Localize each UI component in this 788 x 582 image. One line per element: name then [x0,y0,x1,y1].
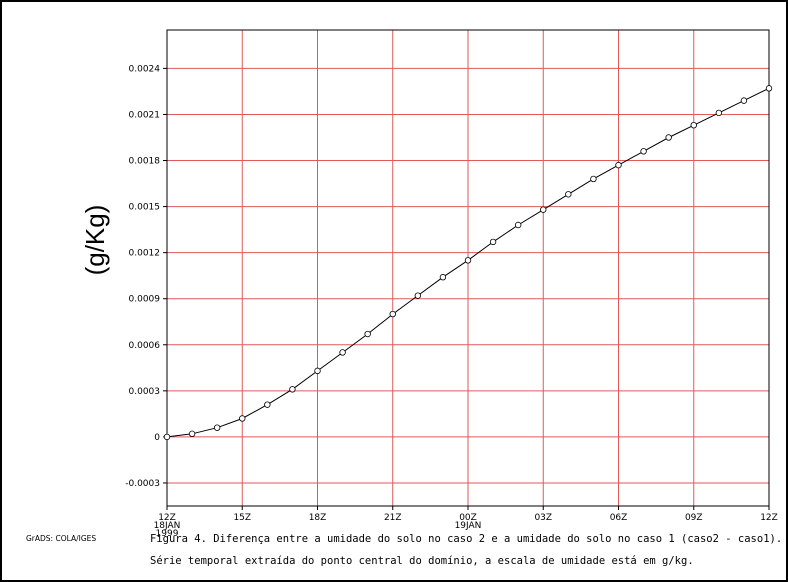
y-tick-label: 0.0024 [129,64,161,74]
data-point [314,367,321,375]
data-point [489,238,497,246]
data-point [514,221,522,229]
y-tick-label: 0.0012 [129,249,161,259]
data-point [615,161,622,169]
y-axis-ticks: -0.0003 0 0.0003 0.0006 0.0009 0.0012 0.0015 0.… [125,64,167,489]
data-point [414,292,422,299]
data-point [188,430,196,438]
x-tick-date-label: 19JAN [455,521,482,531]
y-tick-label: 0 [154,433,160,443]
data-point [690,121,697,129]
y-tick-label: 0.0009 [129,295,161,305]
data-point [590,175,597,183]
data-point [163,433,171,441]
x-tick-year-label: 1999 [156,529,179,539]
y-tick-label: 0.0015 [129,203,161,213]
x-tick-label: 00Z [459,513,477,523]
x-tick-label: 21Z [384,513,402,523]
x-tick-label: 18Z [309,513,327,523]
x-tick-date-label: 18JAN [154,521,181,531]
x-tick-label: 15Z [233,513,251,523]
data-point [239,415,246,422]
data-point [464,257,472,264]
data-point [715,109,723,117]
grid-lines [166,30,770,506]
data-point [389,310,396,318]
x-tick-label: 12Z [760,513,778,523]
data-point [640,148,647,155]
y-tick-label: -0.0003 [125,479,160,489]
data-point [364,330,371,338]
data-point [565,191,572,198]
caption-line-2: Série temporal extraída do ponto central… [150,555,694,567]
data-point [665,134,672,141]
data-point [439,274,447,281]
data-point [339,349,346,356]
x-tick-label: 06Z [610,513,628,523]
x-tick-label: 03Z [534,513,552,523]
y-axis-label: (g/Kg) [80,205,110,276]
data-point [765,85,773,92]
data-point [740,97,748,104]
y-tick-label: 0.0018 [129,157,161,167]
data-point [264,401,271,408]
data-point [540,206,547,213]
x-tick-label: 09Z [685,513,703,523]
caption-line-1: Figura 4. Diferença entre a umidade do s… [150,533,782,545]
data-point [213,424,221,431]
x-tick-label: 12Z [158,513,176,523]
y-tick-label: 0.0021 [129,110,161,120]
y-tick-label: 0.0003 [129,387,161,397]
series-markers [163,85,773,441]
grads-credit: GrADS: COLA/IGES [26,534,96,543]
y-tick-label: 0.0006 [129,341,161,351]
data-point [289,386,296,393]
